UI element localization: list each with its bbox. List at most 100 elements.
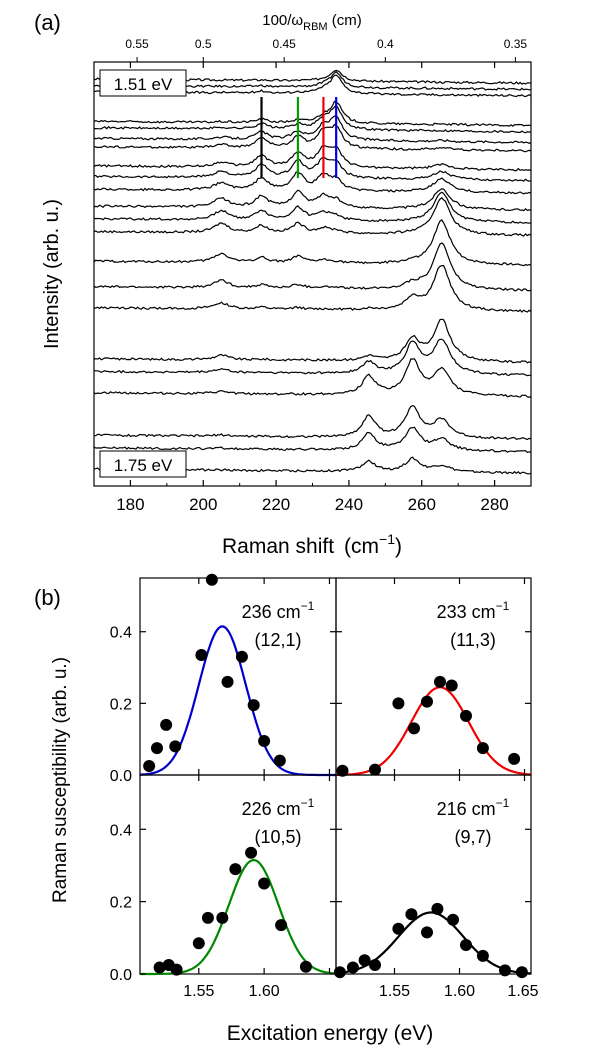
top-axis-label: 100/ωRBM (cm) xyxy=(262,12,362,33)
panel-a-frame xyxy=(93,61,532,487)
data-point xyxy=(447,913,459,926)
raman-spectrum xyxy=(94,104,532,134)
raman-spectrum xyxy=(93,171,532,195)
data-point xyxy=(421,695,433,708)
data-point xyxy=(421,926,433,939)
data-point xyxy=(235,650,248,663)
data-point xyxy=(336,764,349,777)
data-point xyxy=(205,573,218,586)
data-point xyxy=(445,679,458,692)
data-point xyxy=(431,902,444,915)
raman-spectrum xyxy=(93,188,532,212)
panel-frame xyxy=(335,774,532,975)
panel-a: (a) 100/ωRBM (cm) 0.55 0.5 0.45 0.4 0.35 180… xyxy=(34,10,532,558)
x-tick-label: 1.55 xyxy=(183,983,214,1000)
data-point xyxy=(499,964,511,977)
top-tick-label: 0.45 xyxy=(272,37,296,51)
y-tick-label: 0.0 xyxy=(110,967,132,984)
panel-a-xlabel: Raman shift (cm−1) xyxy=(222,531,402,558)
data-point xyxy=(275,919,288,932)
data-point xyxy=(460,709,472,722)
raman-spectrum xyxy=(93,100,532,127)
raman-spectrum xyxy=(93,123,532,153)
data-point xyxy=(150,742,163,755)
frequency-label: 236 cm−1 xyxy=(242,599,315,622)
panel-b: (b) 236 cm−1 (12,1) 233 cm−1 (11,3) 226 cm−1… xyxy=(34,573,539,1045)
raman-spectrum xyxy=(93,242,532,292)
x-tick-label: 260 xyxy=(408,495,436,514)
data-point xyxy=(258,734,271,747)
raman-spectrum xyxy=(93,219,532,267)
panel-a-x-ticks: 180 200 220 240 260 280 xyxy=(93,62,532,514)
raman-spectrum xyxy=(93,115,532,144)
data-point xyxy=(333,966,346,979)
data-point xyxy=(369,763,381,776)
raman-spectrum xyxy=(93,144,532,172)
data-point xyxy=(170,963,183,976)
panel-b-label: (b) xyxy=(34,585,61,610)
data-point xyxy=(515,966,528,979)
y-tick-label: 0.4 xyxy=(110,822,132,839)
data-point xyxy=(358,954,371,967)
panel-a-label: (a) xyxy=(34,10,61,35)
y-tick-label: 0.2 xyxy=(110,696,132,713)
raman-spectra xyxy=(93,69,532,475)
top-tick-label: 0.35 xyxy=(504,37,528,51)
susceptibility-panel-top-right: 233 cm−1 (11,3) xyxy=(335,577,532,777)
raman-spectrum xyxy=(93,196,532,237)
x-tick-label: 1.55 xyxy=(379,983,410,1000)
annotation-bottom-box xyxy=(99,450,187,478)
data-point xyxy=(408,722,420,735)
rbm-marker-lines xyxy=(260,97,338,178)
x-tick-label: 200 xyxy=(189,495,217,514)
data-point xyxy=(460,939,472,952)
panel-b-ylabel: Raman susceptibility (arb. u.) xyxy=(50,657,71,903)
fit-curve xyxy=(139,625,336,777)
x-tick-label: 1.60 xyxy=(249,983,280,1000)
data-point xyxy=(221,675,234,688)
x-tick-label: 180 xyxy=(116,495,144,514)
raman-spectrum xyxy=(93,265,532,313)
data-point xyxy=(216,911,229,924)
chirality-label: (9,7) xyxy=(454,827,491,847)
susceptibility-panel-top-left: 236 cm−1 (12,1) xyxy=(139,573,337,777)
x-tick-label: 1.60 xyxy=(444,983,475,1000)
annotation-top-box xyxy=(99,69,187,97)
panel-b-x-ticks: 1.55 1.60 1.55 1.60 1.65 xyxy=(183,983,538,1000)
data-point xyxy=(195,649,208,662)
raman-spectrum xyxy=(93,358,532,398)
x-tick-label: 240 xyxy=(335,495,363,514)
susceptibility-panel-bottom-left: 226 cm−1 (10,5) xyxy=(139,774,337,976)
panel-b-xlabel: Excitation energy (eV) xyxy=(227,1022,434,1045)
raman-spectrum xyxy=(93,318,532,364)
data-point xyxy=(143,760,156,773)
raman-spectrum xyxy=(93,338,531,377)
data-point xyxy=(160,718,173,731)
data-point xyxy=(169,740,182,753)
data-point xyxy=(392,697,405,710)
data-point xyxy=(299,960,312,973)
raman-spectrum xyxy=(93,156,532,182)
x-tick-label: 280 xyxy=(480,495,508,514)
chirality-label: (11,3) xyxy=(450,630,496,650)
susceptibility-panels: 236 cm−1 (12,1) 233 cm−1 (11,3) 226 cm−1 (10,… xyxy=(139,573,532,979)
data-point xyxy=(229,863,242,876)
y-tick-label: 0.2 xyxy=(110,895,132,912)
top-axis-ticks: 0.55 0.5 0.45 0.4 0.35 xyxy=(125,37,527,62)
chirality-label: (12,1) xyxy=(254,630,301,650)
raman-spectrum xyxy=(93,191,532,224)
top-tick-label: 0.55 xyxy=(125,37,149,51)
chirality-label: (10,5) xyxy=(254,827,301,847)
data-point xyxy=(153,961,166,974)
data-point xyxy=(192,937,205,950)
frequency-label: 226 cm−1 xyxy=(242,796,315,819)
y-tick-label: 0.0 xyxy=(110,768,132,785)
fit-curve xyxy=(336,686,531,776)
annotation-top: 1.51 eV xyxy=(114,75,173,94)
top-tick-label: 0.4 xyxy=(377,37,394,51)
data-point xyxy=(273,754,286,767)
frequency-label: 233 cm−1 xyxy=(437,599,510,622)
data-point xyxy=(245,846,258,859)
susceptibility-panel-bottom-right: 216 cm−1 (9,7) xyxy=(333,774,532,979)
raman-spectrum xyxy=(93,426,532,454)
